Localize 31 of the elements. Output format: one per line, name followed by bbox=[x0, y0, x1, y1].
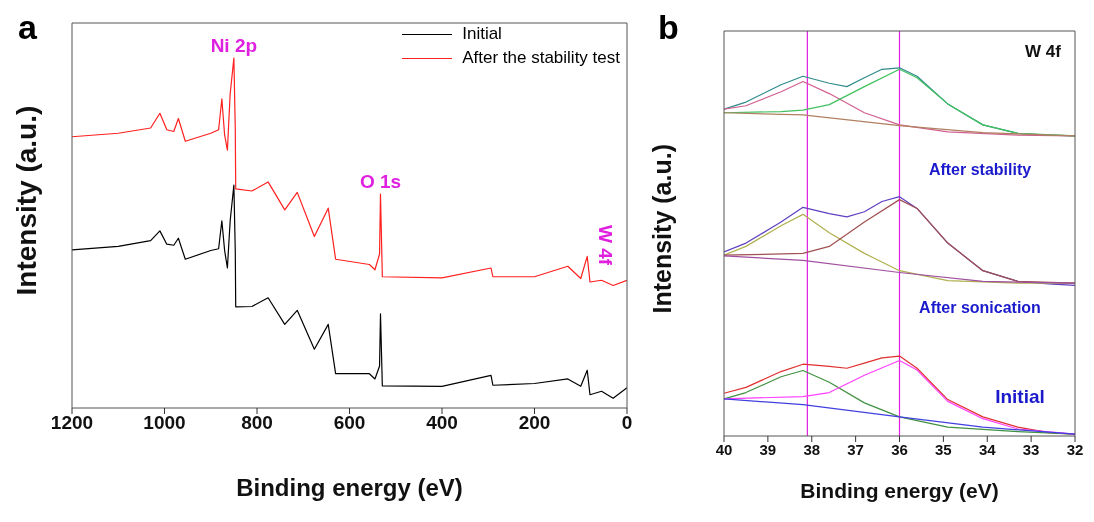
x-tick-label: 39 bbox=[759, 440, 777, 458]
annotation: After sonication bbox=[919, 299, 1041, 317]
y-axis-title: Intensity (a.u.) bbox=[10, 105, 42, 296]
annotation: O 1s bbox=[359, 171, 402, 193]
x-tick-label: 38 bbox=[803, 440, 821, 458]
x-tick-label: 34 bbox=[978, 440, 997, 458]
x-tick-label: 400 bbox=[426, 412, 458, 434]
x-tick-label: 36 bbox=[891, 440, 908, 458]
annotation: Initial bbox=[995, 386, 1045, 408]
annotation: W 4f bbox=[594, 224, 616, 266]
x-tick-label: 800 bbox=[241, 412, 273, 434]
x-axis-title: Binding energy (eV) bbox=[236, 474, 463, 501]
chart-title: a bbox=[18, 8, 37, 47]
x-tick-label: 32 bbox=[1066, 440, 1084, 458]
x-tick-label: 35 bbox=[935, 440, 952, 458]
x-tick-label: 40 bbox=[715, 440, 733, 458]
x-tick-label: 1000 bbox=[143, 412, 186, 434]
y-axis-title: Intensity (a.u.) bbox=[647, 144, 676, 314]
legend-label: Initial bbox=[462, 23, 502, 45]
x-tick-label: 33 bbox=[1022, 440, 1040, 458]
x-tick-label: 600 bbox=[333, 412, 366, 434]
text: W 4f bbox=[1025, 42, 1061, 62]
x-tick-label: 0 bbox=[621, 412, 633, 434]
legend-label: After the stability test bbox=[462, 47, 620, 69]
x-axis-title: Binding energy (eV) bbox=[800, 479, 999, 502]
x-tick-label: 200 bbox=[518, 412, 551, 434]
annotation: Ni 2p bbox=[210, 35, 258, 56]
annotation: After stability bbox=[928, 161, 1032, 179]
x-tick-label: 1200 bbox=[50, 412, 94, 434]
x-tick-label: 37 bbox=[847, 440, 864, 458]
chart-title: b bbox=[658, 8, 679, 47]
